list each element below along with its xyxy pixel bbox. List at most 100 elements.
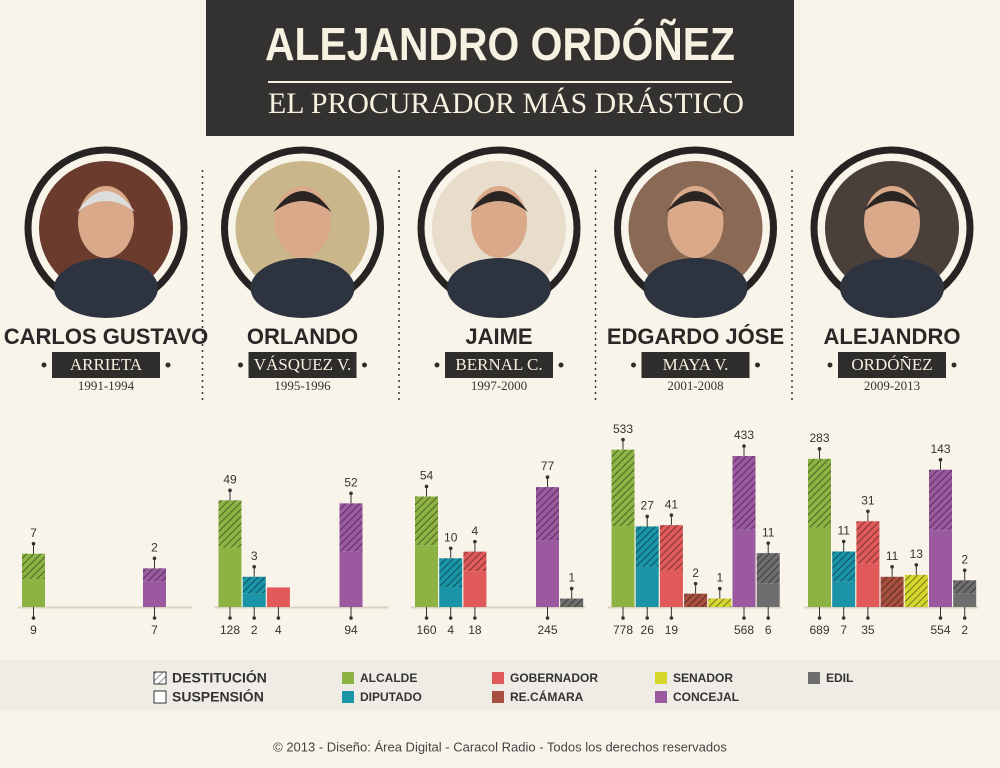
value-label: 2 [692, 566, 699, 580]
value-label: 433 [734, 428, 754, 442]
last-name-box [641, 352, 750, 378]
bar-destitution [218, 500, 242, 548]
last-name: MAYA V. [663, 355, 729, 374]
bar-destitution [929, 469, 952, 531]
bar-suspension [463, 571, 487, 607]
period: 2009-2013 [864, 378, 920, 393]
legend-label: GOBERNADOR [510, 671, 598, 685]
label-dot [841, 616, 846, 620]
portrait-hair [77, 191, 135, 212]
label-dot [152, 616, 157, 620]
bar-suspension [929, 530, 952, 607]
legend-label: DIPUTADO [360, 690, 422, 704]
bar-destitution [143, 568, 166, 582]
value-label: 6 [765, 623, 772, 637]
period: 2001-2008 [667, 378, 723, 393]
bar-suspension [856, 563, 880, 607]
bar-suspension [611, 526, 635, 607]
value-label: 9 [30, 623, 37, 637]
bar-suspension [266, 587, 290, 607]
label-dot [228, 616, 232, 620]
first-name: JAIME [465, 324, 532, 349]
legend-swatch [492, 672, 504, 684]
header-box [206, 0, 794, 136]
bar-destitution [880, 576, 904, 607]
bullet [238, 362, 243, 368]
value-label: 689 [809, 623, 829, 637]
value-label: 26 [641, 623, 655, 637]
value-label: 778 [613, 623, 633, 637]
bullet [434, 362, 440, 368]
last-name: BERNAL C. [455, 355, 542, 374]
label-dot [349, 616, 353, 620]
value-label: 31 [861, 493, 875, 507]
bar-destitution [708, 598, 732, 607]
legend-swatch [342, 691, 354, 703]
bar-suspension [732, 529, 756, 607]
bar-destitution [904, 574, 928, 607]
portrait-face [864, 186, 920, 258]
label-dot [31, 616, 36, 620]
bar-suspension [339, 551, 363, 607]
bar-destitution [659, 525, 683, 571]
bar-suspension [953, 593, 977, 607]
label-dot [817, 616, 822, 620]
portrait-hair [273, 191, 332, 212]
legend-label: ALCALDE [360, 671, 417, 685]
bullet [755, 362, 760, 368]
value-label: 7 [840, 623, 847, 637]
label-dot [866, 509, 870, 514]
last-name: ORDÓÑEZ [851, 355, 932, 374]
value-label: 1 [568, 571, 575, 585]
last-name: ARRIETA [70, 355, 143, 374]
value-label: 2 [251, 623, 258, 637]
legend-label: CONCEJAL [673, 690, 739, 704]
bar-destitution [808, 458, 831, 528]
first-name: EDGARDO JÓSE [607, 324, 784, 349]
bar-suspension [218, 547, 242, 607]
label-dot [448, 546, 453, 551]
header-title: ALEJANDRO ORDÓÑEZ [265, 18, 735, 70]
period: 1995-1996 [274, 378, 331, 393]
value-label: 245 [537, 623, 557, 637]
bar-suspension [536, 540, 559, 607]
label-dot [645, 616, 649, 620]
bar-destitution [415, 496, 438, 546]
label-dot [817, 447, 822, 451]
last-name-box [838, 352, 946, 378]
label-dot [276, 616, 281, 620]
value-label: 52 [344, 476, 358, 490]
value-label: 283 [809, 431, 829, 445]
label-dot [621, 616, 625, 620]
label-dot [938, 457, 943, 462]
portrait-face [471, 186, 527, 258]
value-label: 7 [151, 623, 158, 637]
label-dot [914, 563, 919, 567]
bar-destitution [832, 551, 856, 582]
value-label: 35 [861, 623, 875, 637]
value-label: 10 [444, 530, 458, 544]
label-dot [645, 514, 649, 519]
portrait-hair [470, 191, 528, 212]
bar-suspension [756, 583, 780, 607]
label-dot [938, 616, 943, 620]
label-dot [766, 541, 770, 545]
bar-destitution [242, 576, 266, 594]
value-label: 94 [344, 623, 358, 637]
portrait-body [840, 258, 944, 318]
label-dot [228, 488, 232, 493]
value-label: 4 [275, 623, 282, 637]
portrait-face [274, 186, 331, 258]
label-dot [866, 616, 870, 620]
legend-swatch [153, 690, 167, 704]
legend-label: RE.CÁMARA [510, 689, 584, 704]
bar-suspension [439, 587, 463, 607]
bar-destitution [439, 558, 463, 588]
legend-label: SENADOR [673, 671, 733, 685]
bullet [951, 362, 957, 368]
first-name: ALEJANDRO [824, 324, 961, 349]
legend-label: DESTITUCIÓN [172, 669, 267, 686]
bar-suspension [659, 570, 683, 607]
